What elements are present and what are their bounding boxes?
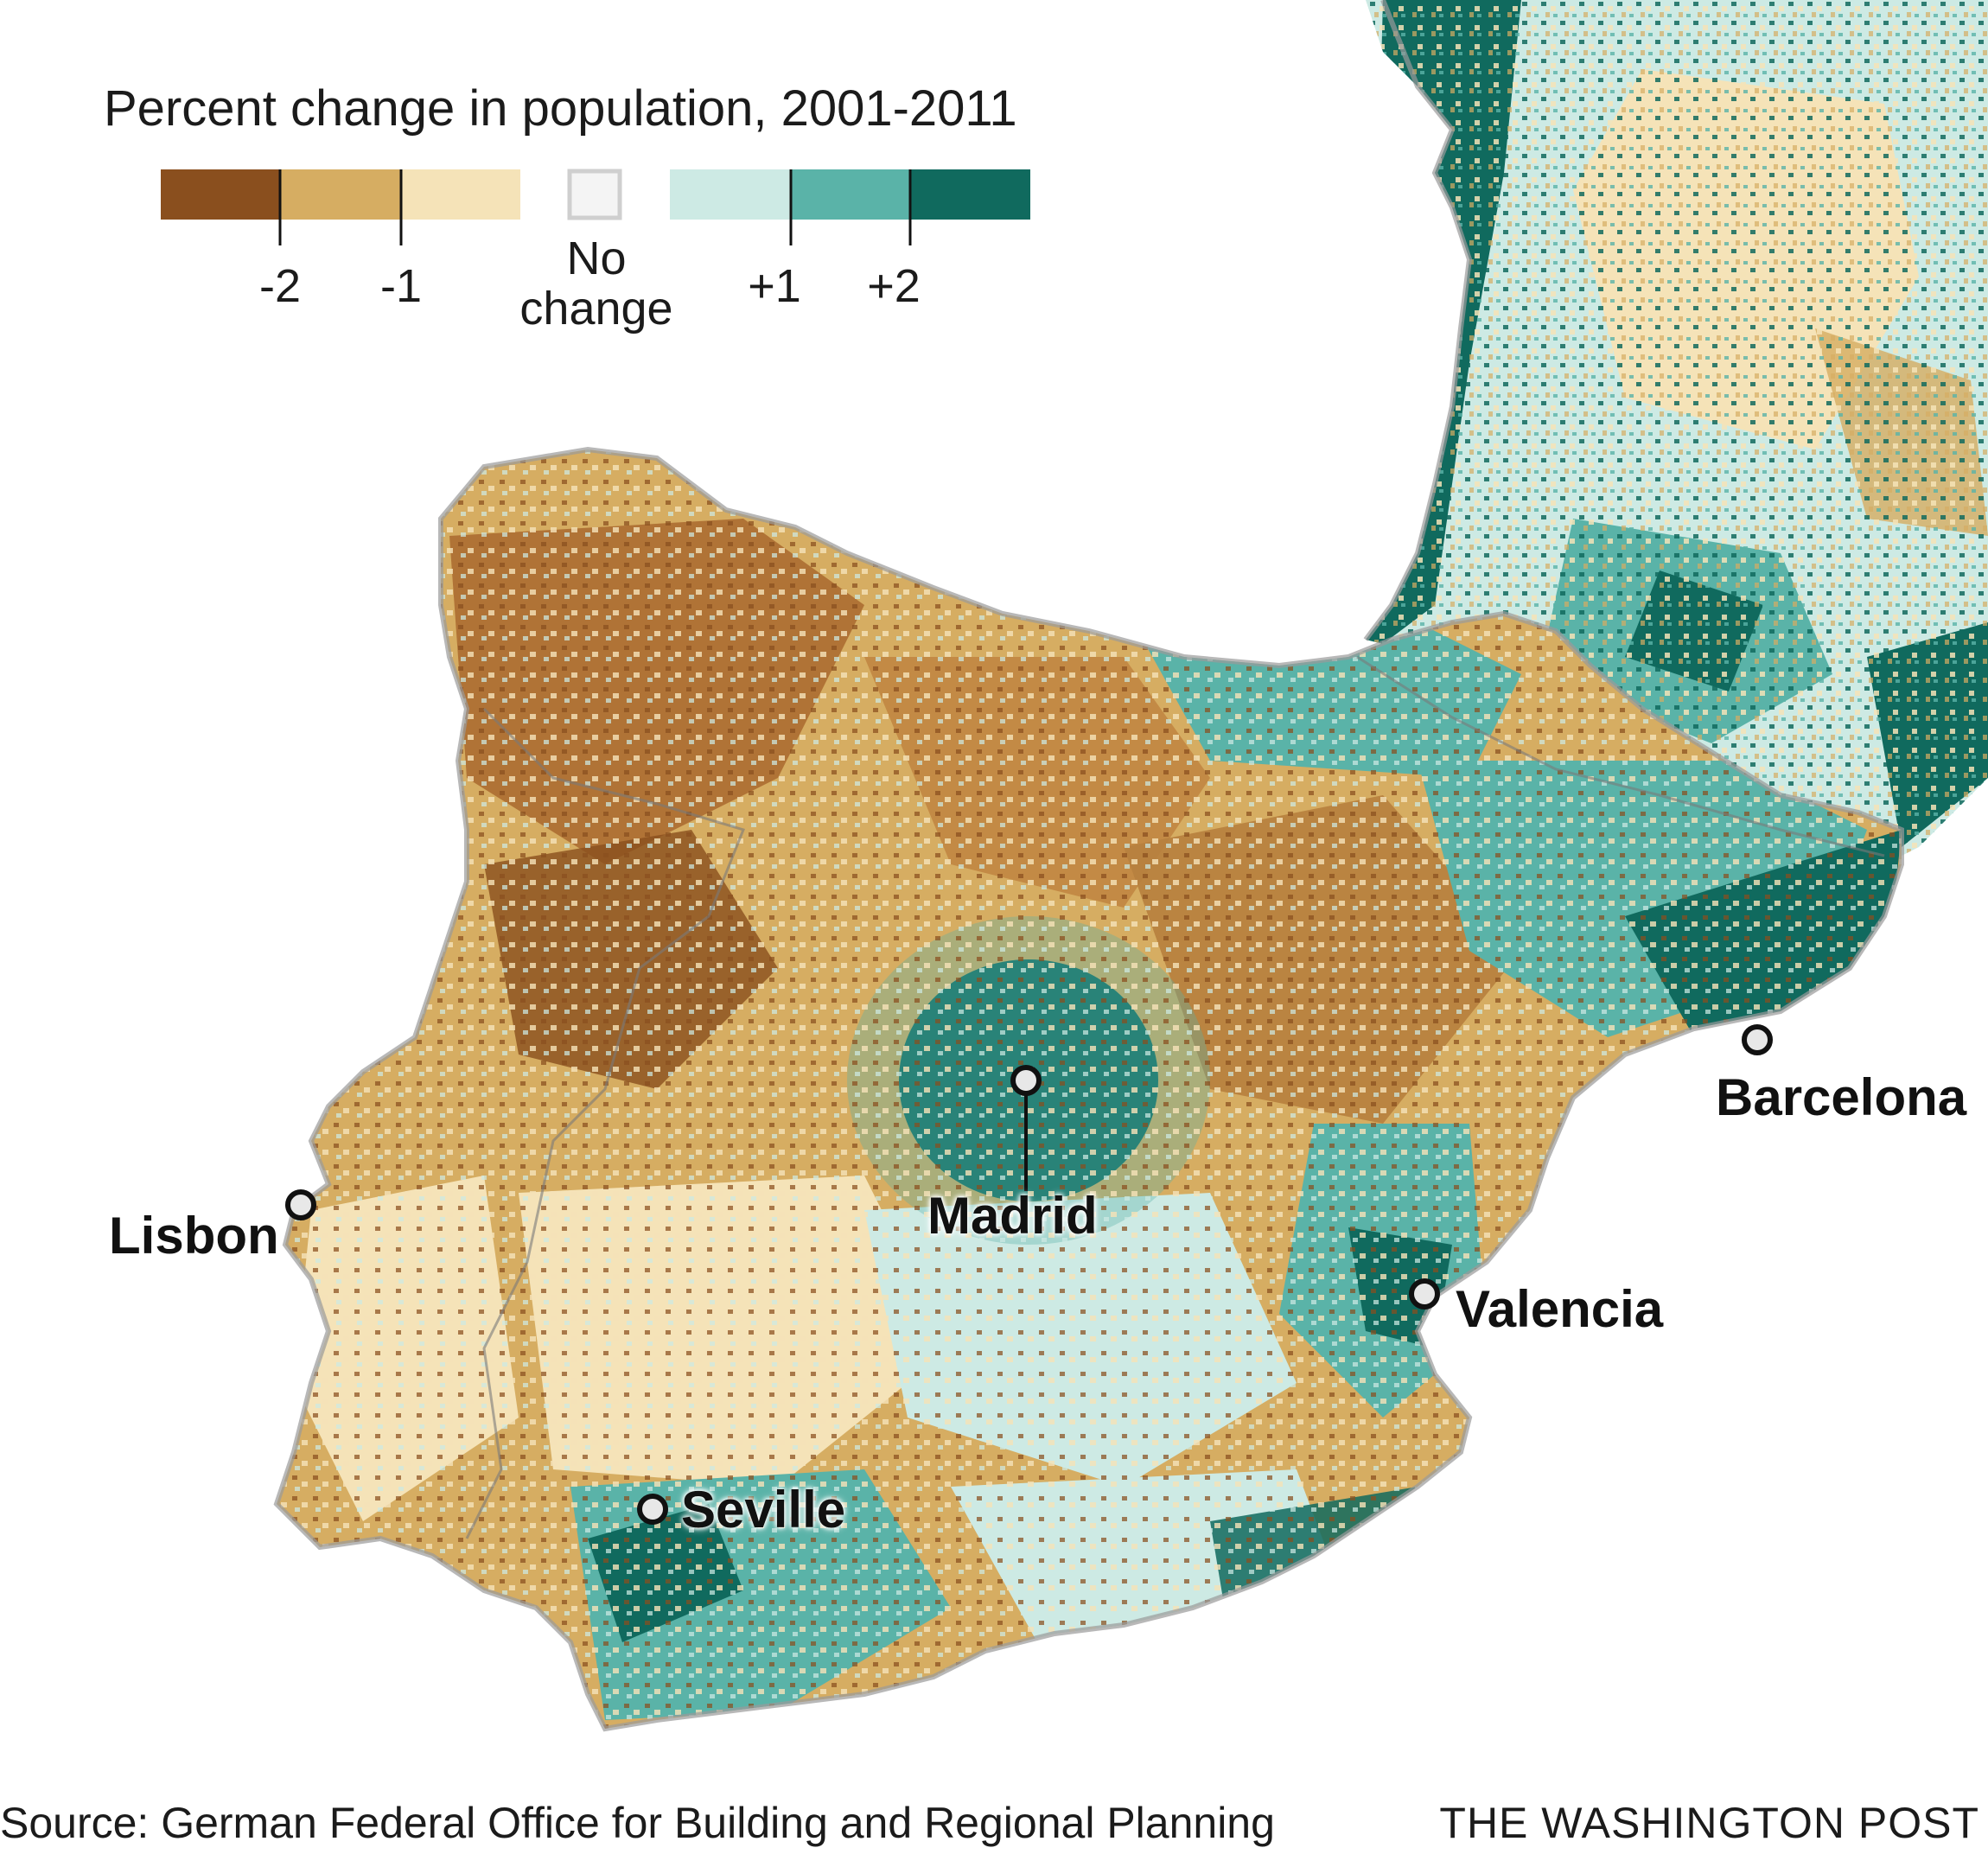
legend-swatch-decline-strong xyxy=(161,169,280,220)
legend-label-no-change: No change xyxy=(484,233,709,334)
legend-label-minus2: -2 xyxy=(258,260,301,312)
legend-swatch-growth-light xyxy=(670,169,791,220)
lisbon-marker xyxy=(285,1189,316,1220)
legend-label-no-change-line2: change xyxy=(519,283,673,335)
source-note: Source: German Federal Office for Buildi… xyxy=(0,1799,1275,1847)
barcelona-marker xyxy=(1742,1024,1773,1055)
legend-swatch-growth-mid xyxy=(791,169,910,220)
legend-color-scale xyxy=(161,169,1030,245)
legend-swatch-growth-strong xyxy=(910,169,1030,220)
france-spain-border xyxy=(1356,655,1885,857)
valencia-marker xyxy=(1409,1278,1440,1309)
madrid-marker xyxy=(1010,1065,1042,1096)
legend-label-minus1: -1 xyxy=(379,260,422,312)
publisher-credit: THE WASHINGTON POST xyxy=(1439,1799,1979,1847)
city-label-seville: Seville xyxy=(681,1481,846,1539)
legend-label-plus1: +1 xyxy=(748,260,801,312)
legend-swatch-no-change xyxy=(567,169,622,220)
city-markers xyxy=(285,1024,1773,1525)
legend-label-plus2: +2 xyxy=(867,260,921,312)
seville-marker xyxy=(637,1494,668,1525)
legend-swatch-decline-mid xyxy=(280,169,401,220)
iberia-coastline xyxy=(273,446,1904,1732)
legend-label-no-change-line1: No xyxy=(566,233,627,284)
france-coastline xyxy=(1363,0,1473,641)
legend-title: Percent change in population, 2001-2011 xyxy=(104,80,1017,137)
portugal-border xyxy=(465,707,746,1539)
legend-swatch-decline-light xyxy=(401,169,520,220)
city-label-lisbon: Lisbon xyxy=(109,1207,279,1265)
city-label-valencia: Valencia xyxy=(1456,1280,1664,1338)
city-label-madrid: Madrid xyxy=(927,1187,1098,1245)
city-label-barcelona: Barcelona xyxy=(1716,1068,1967,1126)
